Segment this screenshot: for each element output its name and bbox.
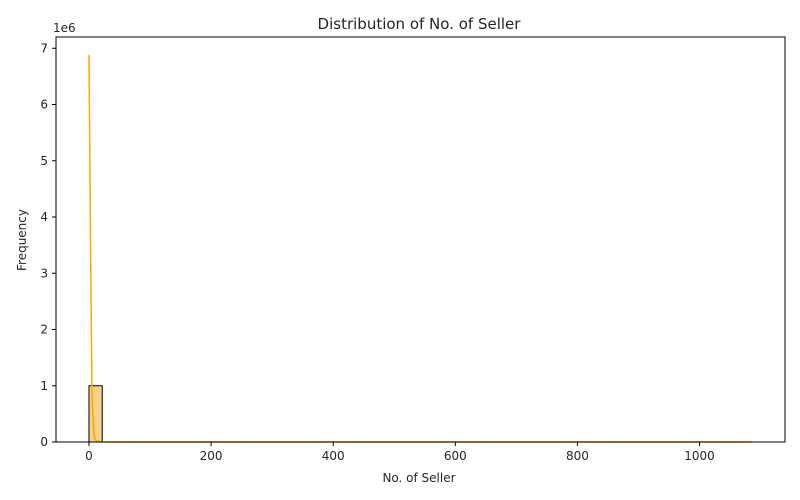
y-tick-label: 7 xyxy=(40,41,48,55)
x-tick-label: 400 xyxy=(322,449,345,463)
x-tick-label: 600 xyxy=(444,449,467,463)
x-tick-label: 0 xyxy=(85,449,93,463)
y-axis-ticks: 0 1 2 3 4 5 6 7 xyxy=(40,41,56,449)
x-tick-label: 200 xyxy=(200,449,223,463)
plot-area xyxy=(56,37,785,442)
y-tick-label: 3 xyxy=(40,266,48,280)
x-tick-label: 1000 xyxy=(684,449,715,463)
histogram-bars xyxy=(88,385,103,443)
chart-title: Distribution of No. of Seller xyxy=(318,15,522,33)
y-axis-label: Frequency xyxy=(15,209,29,271)
y-tick-label: 5 xyxy=(40,154,48,168)
y-tick-label: 4 xyxy=(40,210,48,224)
x-tick-label: 800 xyxy=(566,449,589,463)
y-tick-label: 2 xyxy=(40,323,48,337)
y-tick-label: 6 xyxy=(40,98,48,112)
x-axis-label: No. of Seller xyxy=(382,471,455,485)
y-tick-label: 1 xyxy=(40,379,48,393)
y-scale-offset-label: 1e6 xyxy=(53,21,76,35)
plot-border xyxy=(55,36,786,443)
histogram-bar xyxy=(88,385,103,443)
y-tick-label: 0 xyxy=(40,435,48,449)
x-axis-ticks: 0 200 400 600 800 1000 xyxy=(85,442,715,463)
